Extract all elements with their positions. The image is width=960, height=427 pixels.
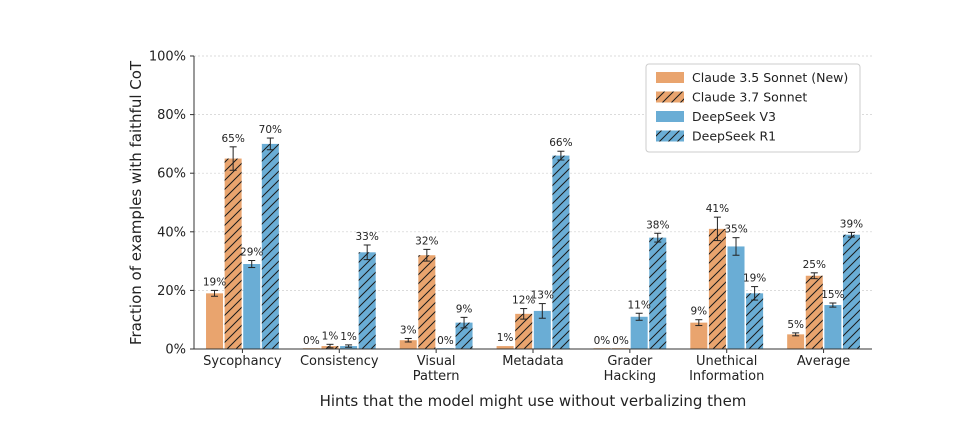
x-tick-label: Grader [607, 354, 653, 369]
axes: 0% 20% 40% 60% 80% 100% Sycophancy Consistency V… [149, 50, 872, 384]
x-tick-label: Metadata [502, 354, 564, 369]
bar-hatch [552, 155, 570, 349]
data-label: 33% [356, 231, 379, 243]
data-label: 15% [821, 289, 844, 301]
bar [243, 264, 261, 349]
data-label: 66% [549, 137, 572, 149]
x-tick-label: Hacking [604, 369, 657, 384]
bar [630, 316, 648, 349]
y-tick-label: 40% [157, 225, 186, 240]
data-label: 9% [456, 303, 473, 315]
legend-swatch [656, 111, 684, 122]
bar-hatch [708, 228, 726, 349]
data-label: 13% [531, 290, 554, 302]
bar [690, 322, 708, 349]
legend: Claude 3.5 Sonnet (New) Claude 3.7 Sonnet… [645, 63, 861, 153]
legend-swatch [656, 72, 684, 83]
data-label: 12% [512, 295, 535, 307]
data-label: 0% [303, 335, 320, 347]
x-axis-title: Hints that the model might use without v… [320, 392, 747, 410]
data-label: 41% [706, 203, 729, 215]
y-axis-title: Fraction of examples with faithful CoT [127, 60, 145, 345]
bar [496, 346, 514, 349]
x-tick-label: Visual [417, 354, 456, 369]
legend-box [645, 63, 861, 153]
bar-hatch [649, 237, 667, 349]
data-label: 9% [690, 306, 707, 318]
y-tick-label: 60% [157, 167, 186, 182]
data-label: 0% [437, 335, 454, 347]
data-label: 0% [612, 335, 629, 347]
bar-hatch [746, 293, 764, 349]
bar [787, 334, 805, 349]
x-tick-label: Pattern [413, 369, 460, 384]
legend-swatch-hatch [656, 130, 684, 142]
data-label: 1% [340, 331, 357, 343]
bars [206, 137, 860, 349]
data-label: 1% [497, 332, 514, 344]
bar [399, 340, 417, 349]
data-label: 1% [322, 330, 339, 342]
x-tick-label: Sycophancy [203, 354, 282, 369]
data-label: 11% [627, 299, 650, 311]
bar-hatch [455, 322, 473, 349]
x-tick-label: Unethical [696, 354, 757, 369]
bar-hatch [261, 143, 279, 349]
legend-label: DeepSeek V3 [692, 109, 776, 124]
data-labels: 19%65%29%70%0% 1% 1%33%3%32%0%9%1%12%13%66… [203, 124, 863, 347]
data-label: 70% [259, 124, 282, 136]
data-label: 3% [400, 324, 417, 336]
data-label: 65% [221, 133, 244, 145]
legend-label: Claude 3.7 Sonnet [692, 90, 807, 105]
bar [824, 305, 842, 349]
data-label: 38% [646, 219, 669, 231]
bar-hatch [842, 234, 860, 349]
y-tick-label: 100% [149, 50, 186, 65]
legend-label: DeepSeek R1 [692, 129, 776, 144]
data-label: 29% [240, 247, 263, 259]
data-label: 25% [803, 259, 826, 271]
bar [533, 310, 551, 349]
legend-label: Claude 3.5 Sonnet (New) [692, 70, 848, 85]
data-label: 35% [724, 224, 747, 236]
y-tick-label: 0% [165, 343, 186, 358]
bar-hatch [805, 275, 823, 349]
data-label: 32% [415, 235, 438, 247]
bar [727, 246, 745, 349]
y-tick-label: 80% [157, 108, 186, 123]
y-tick-label: 20% [157, 284, 186, 299]
x-tick-label: Average [797, 354, 850, 369]
data-label: 39% [840, 218, 863, 230]
data-label: 0% [594, 335, 611, 347]
data-label: 5% [787, 319, 804, 331]
legend-swatch-hatch [656, 91, 684, 103]
x-tick-label: Information [689, 369, 764, 384]
x-tick-label: Consistency [300, 354, 379, 369]
data-label: 19% [743, 273, 766, 285]
bar [206, 293, 224, 349]
bar-hatch [418, 255, 436, 349]
bar-hatch [358, 252, 376, 349]
data-label: 19% [203, 276, 226, 288]
bar-hatch [224, 158, 242, 349]
bar-hatch [515, 313, 533, 349]
